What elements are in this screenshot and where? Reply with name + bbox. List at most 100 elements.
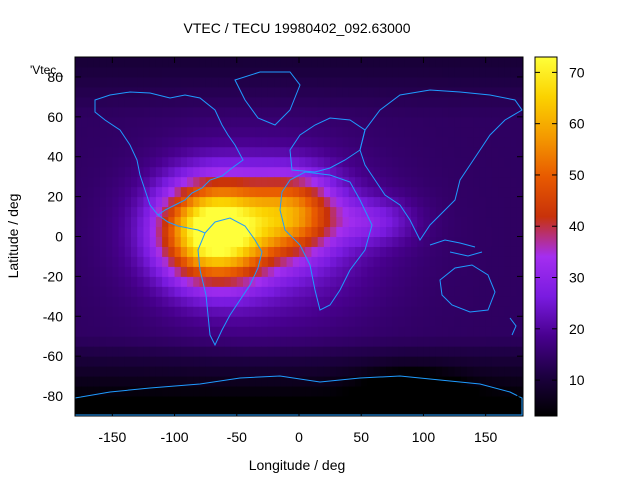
heatmap-cell: [93, 336, 101, 347]
heatmap-cell: [355, 286, 362, 297]
heatmap-cell: [361, 166, 368, 178]
heatmap-cell: [311, 226, 319, 237]
heatmap-cell: [118, 66, 126, 78]
heatmap-cell: [75, 136, 82, 148]
heatmap-cell: [379, 276, 387, 287]
heatmap-cell: [491, 196, 499, 208]
heatmap-cell: [311, 386, 319, 397]
heatmap-cell: [106, 256, 113, 267]
heatmap-cell: [442, 116, 449, 128]
heatmap-cell: [417, 286, 424, 297]
heatmap-cell: [131, 236, 138, 247]
heatmap-cell: [261, 306, 269, 317]
heatmap-cell: [224, 76, 232, 88]
heatmap-cell: [81, 266, 88, 277]
heatmap-cell: [81, 306, 88, 317]
heatmap-cell: [311, 176, 319, 188]
heatmap-cell: [155, 316, 163, 327]
heatmap-cell: [106, 276, 113, 287]
heatmap-cell: [429, 396, 437, 407]
heatmap-cell: [224, 336, 232, 347]
heatmap-cell: [442, 96, 449, 108]
heatmap-cell: [348, 86, 356, 98]
heatmap-cell: [124, 386, 132, 397]
heatmap-cell: [224, 386, 232, 397]
heatmap-cell: [205, 336, 213, 347]
heatmap-cell: [467, 236, 474, 247]
heatmap-cell: [230, 57, 238, 68]
heatmap-cell: [205, 276, 213, 287]
heatmap-cell: [224, 256, 232, 267]
heatmap-cell: [435, 296, 443, 307]
heatmap-cell: [124, 146, 132, 158]
heatmap-cell: [75, 96, 82, 108]
heatmap-cell: [485, 366, 493, 377]
heatmap-cell: [168, 266, 176, 277]
heatmap-cell: [323, 306, 331, 317]
heatmap-cell: [218, 226, 225, 237]
heatmap-cell: [448, 106, 456, 118]
heatmap-cell: [467, 256, 474, 267]
heatmap-cell: [379, 57, 387, 68]
heatmap-cell: [404, 206, 412, 218]
heatmap-cell: [218, 286, 225, 297]
heatmap-cell: [311, 186, 319, 198]
heatmap-cell: [379, 336, 387, 347]
heatmap-cell: [348, 216, 356, 228]
heatmap-cell: [504, 76, 512, 88]
heatmap-cell: [423, 156, 431, 168]
heatmap-cell: [93, 166, 101, 178]
heatmap-cell: [460, 176, 468, 188]
heatmap-cell: [205, 346, 213, 357]
heatmap-cell: [93, 196, 101, 208]
heatmap-cell: [81, 166, 88, 178]
heatmap-cell: [498, 336, 505, 347]
heatmap-cell: [379, 216, 387, 228]
heatmap-cell: [131, 226, 138, 237]
heatmap-cell: [467, 66, 474, 78]
heatmap-cell: [199, 206, 207, 218]
heatmap-cell: [311, 346, 319, 357]
heatmap-cell: [137, 176, 144, 188]
heatmap-cell: [149, 406, 157, 417]
heatmap-cell: [118, 386, 126, 397]
heatmap-cell: [454, 196, 462, 208]
heatmap-cell: [379, 226, 387, 237]
heatmap-cell: [155, 326, 163, 337]
heatmap-cell: [323, 366, 331, 377]
heatmap-cell: [404, 396, 412, 407]
heatmap-cell: [504, 57, 512, 68]
heatmap-cell: [417, 156, 424, 168]
heatmap-cell: [274, 106, 281, 118]
heatmap-cell: [504, 186, 512, 198]
heatmap-cell: [236, 266, 244, 277]
heatmap-cell: [224, 156, 232, 168]
heatmap-cell: [137, 216, 144, 228]
heatmap-cell: [373, 57, 381, 68]
y-axis-label: Latitude / deg: [5, 194, 21, 279]
heatmap-cell: [491, 316, 499, 327]
heatmap-cell: [99, 57, 107, 68]
heatmap-cell: [280, 346, 288, 357]
heatmap-cell: [460, 126, 468, 138]
heatmap-cell: [255, 386, 263, 397]
heatmap-cell: [249, 206, 256, 218]
heatmap-cell: [467, 57, 474, 68]
heatmap-cell: [124, 246, 132, 257]
heatmap-cell: [355, 406, 362, 417]
heatmap-cell: [243, 266, 250, 277]
heatmap-cell: [473, 76, 480, 88]
heatmap-cell: [155, 206, 163, 218]
heatmap-cell: [411, 136, 418, 148]
heatmap-cell: [75, 236, 82, 247]
heatmap-cell: [454, 286, 462, 297]
heatmap-cell: [299, 346, 306, 357]
heatmap-cell: [286, 366, 294, 377]
heatmap-cell: [348, 236, 356, 247]
heatmap-cell: [435, 356, 443, 367]
heatmap-cell: [367, 286, 375, 297]
heatmap-cell: [249, 266, 256, 277]
heatmap-cell: [367, 186, 375, 198]
heatmap-cell: [106, 86, 113, 98]
heatmap-cell: [355, 156, 362, 168]
